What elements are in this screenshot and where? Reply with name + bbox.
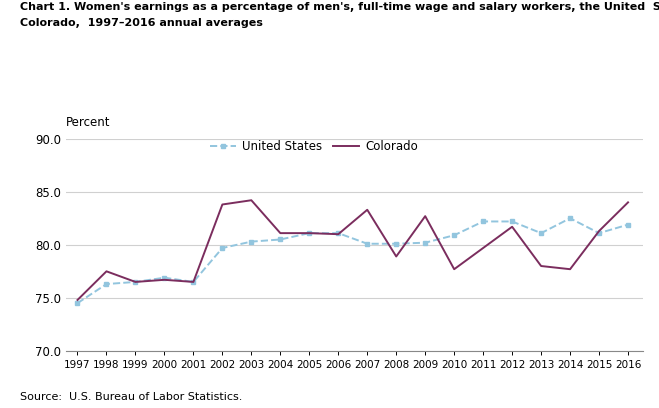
Colorado [160,277,168,282]
Colorado [189,279,197,284]
Line: United States: United States [75,216,631,306]
United States [595,231,603,235]
United States [537,231,545,235]
Colorado [334,232,342,237]
United States [479,219,487,224]
United States [624,222,632,227]
United States [566,216,574,221]
United States [392,241,400,246]
United States [363,241,371,246]
Text: Chart 1. Women's earnings as a percentage of men's, full-time wage and salary wo: Chart 1. Women's earnings as a percentag… [20,2,659,12]
Colorado [363,207,371,212]
United States [74,301,82,306]
United States [305,231,313,235]
Colorado [392,254,400,259]
United States [421,240,429,245]
Line: Colorado: Colorado [78,200,628,300]
Colorado [508,224,516,229]
Colorado [595,228,603,233]
United States [334,231,342,235]
Colorado [305,231,313,235]
United States [450,233,458,238]
Colorado [276,231,284,235]
Text: Colorado,  1997–2016 annual averages: Colorado, 1997–2016 annual averages [20,18,263,29]
United States [132,279,140,284]
Colorado [132,279,140,284]
Colorado [450,267,458,272]
Colorado [74,297,82,302]
Colorado [247,198,255,203]
United States [508,219,516,224]
Colorado [537,264,545,268]
Colorado [479,246,487,251]
United States [276,237,284,242]
Text: Source:  U.S. Bureau of Labor Statistics.: Source: U.S. Bureau of Labor Statistics. [20,392,242,402]
Colorado [218,202,226,207]
Legend: United States, Colorado: United States, Colorado [210,140,418,153]
Colorado [566,267,574,272]
Text: Percent: Percent [66,115,111,129]
Colorado [421,214,429,219]
Colorado [103,269,111,274]
United States [247,239,255,244]
United States [189,279,197,284]
United States [218,246,226,251]
Colorado [624,200,632,205]
United States [103,282,111,286]
United States [160,275,168,280]
